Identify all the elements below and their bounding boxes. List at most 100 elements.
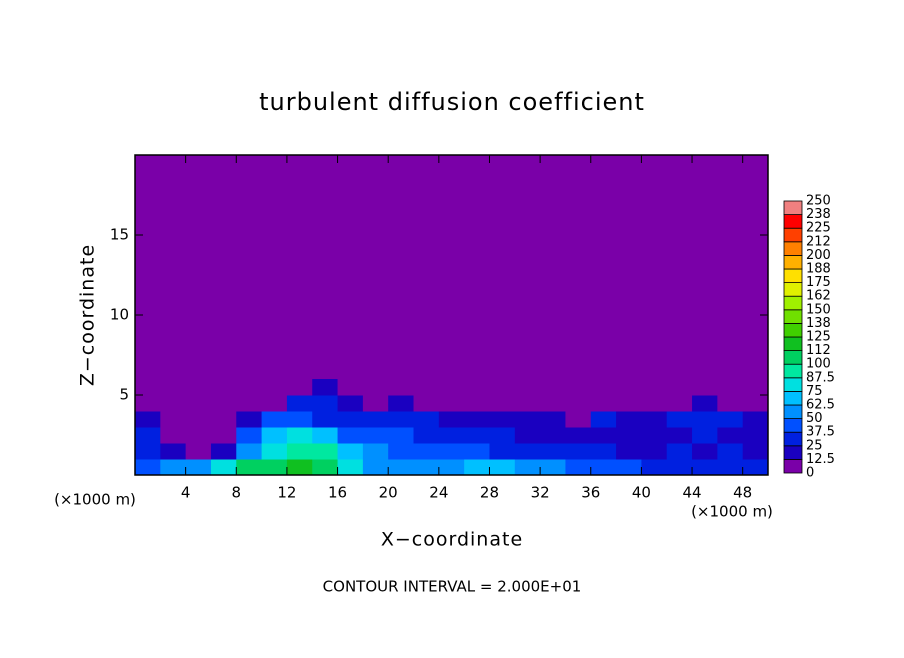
- x-tick-label: 24: [429, 484, 448, 502]
- field-cell: [160, 427, 187, 444]
- field-cell: [514, 411, 541, 428]
- x-tick-label: 16: [328, 484, 347, 502]
- field-cell: [135, 459, 161, 476]
- field-cell: [286, 459, 313, 476]
- field-cell: [692, 379, 718, 396]
- field-cell: [742, 443, 769, 460]
- field-cell: [135, 411, 161, 428]
- x-tick-label: 20: [379, 484, 398, 502]
- field-cell: [514, 459, 541, 476]
- field-cell: [236, 379, 263, 396]
- field-cell: [312, 459, 339, 476]
- colorbar-label: 100: [806, 357, 831, 372]
- x-tick-label: 48: [733, 484, 752, 502]
- field-cell: [261, 443, 288, 460]
- field-cell: [590, 443, 617, 460]
- field-cell: [590, 427, 617, 444]
- colorbar-swatch: [783, 390, 803, 406]
- colorbar-label: 250: [806, 194, 831, 209]
- colorbar-swatch: [783, 214, 803, 229]
- field-cell: [616, 411, 642, 428]
- field-cell: [590, 459, 617, 476]
- colorbar-label: 50: [806, 411, 823, 426]
- field-cell: [261, 459, 288, 476]
- field-cell: [388, 395, 415, 412]
- field-cell: [565, 395, 592, 412]
- field-cell: [210, 459, 237, 476]
- colorbar-swatch: [783, 227, 803, 243]
- unit-label: (×1000 m): [54, 491, 136, 509]
- field-cell: [337, 379, 364, 396]
- colorbar-label: 62.5: [806, 398, 835, 413]
- colorbar-label: 150: [806, 302, 831, 317]
- colorbar-swatch: [783, 363, 803, 379]
- field-cell: [717, 411, 744, 428]
- field-cell: [236, 427, 263, 444]
- field-cell: [692, 411, 718, 428]
- colorbar-label: 112: [806, 343, 831, 358]
- field-cell: [413, 411, 440, 428]
- x-tick-label: 8: [232, 484, 242, 502]
- field-cell: [464, 459, 490, 476]
- field-cell: [362, 427, 389, 444]
- field-cell: [717, 395, 744, 412]
- field-cell: [540, 443, 566, 460]
- y-tick-label: 15: [110, 226, 129, 244]
- colorbar-label: 162: [806, 289, 831, 304]
- field-cell: [312, 379, 339, 396]
- colorbar-swatch: [783, 377, 803, 392]
- field-cell: [666, 379, 693, 396]
- colorbar-swatch: [783, 200, 803, 216]
- colorbar-label: 175: [806, 275, 831, 290]
- colorbar-swatch: [783, 254, 803, 270]
- field-cell: [489, 411, 516, 428]
- field-cell: [312, 427, 339, 444]
- field-cell: [540, 411, 566, 428]
- unit-label: (×1000 m): [691, 503, 773, 521]
- field-cell: [286, 395, 313, 412]
- field-cell: [185, 427, 212, 444]
- field-cell: [590, 379, 617, 396]
- field-cell: [135, 379, 161, 396]
- field-cell: [742, 427, 769, 444]
- field-cell: [413, 379, 440, 396]
- colorbar-swatch: [783, 445, 803, 460]
- colorbar-label: 238: [806, 207, 831, 222]
- field-cell: [185, 443, 212, 460]
- field-cell: [565, 411, 592, 428]
- field-cell: [236, 459, 263, 476]
- field-cell: [337, 411, 364, 428]
- field-cell: [489, 379, 516, 396]
- field-cell: [464, 411, 490, 428]
- field-cell: [616, 427, 642, 444]
- field-cell: [666, 459, 693, 476]
- footer: CONTOUR INTERVAL = 2.000E+01: [323, 578, 582, 596]
- field-cell: [337, 395, 364, 412]
- field-cell: [312, 395, 339, 412]
- field-cell: [438, 411, 465, 428]
- field-cell: [438, 443, 465, 460]
- field-cell: [565, 459, 592, 476]
- field-cell: [160, 395, 187, 412]
- field-cell: [540, 395, 566, 412]
- field-cell: [362, 411, 389, 428]
- field-cell: [616, 459, 642, 476]
- field-cell: [590, 395, 617, 412]
- field-cell: [489, 459, 516, 476]
- field-cell: [413, 443, 440, 460]
- field-cell: [641, 411, 668, 428]
- field-cell: [261, 427, 288, 444]
- field-cell: [185, 379, 212, 396]
- field-cell: [489, 395, 516, 412]
- field-cell: [438, 459, 465, 476]
- colorbar-label: 125: [806, 330, 831, 345]
- field-cell: [565, 427, 592, 444]
- field-cell: [692, 395, 718, 412]
- x-tick-label: 28: [480, 484, 499, 502]
- colorbar-swatch: [783, 268, 803, 284]
- y-axis-label: Z−coordinate: [77, 244, 99, 386]
- colorbar-swatch: [783, 309, 803, 324]
- field-cell: [337, 443, 364, 460]
- field-cell: [388, 379, 415, 396]
- field-cell: [489, 443, 516, 460]
